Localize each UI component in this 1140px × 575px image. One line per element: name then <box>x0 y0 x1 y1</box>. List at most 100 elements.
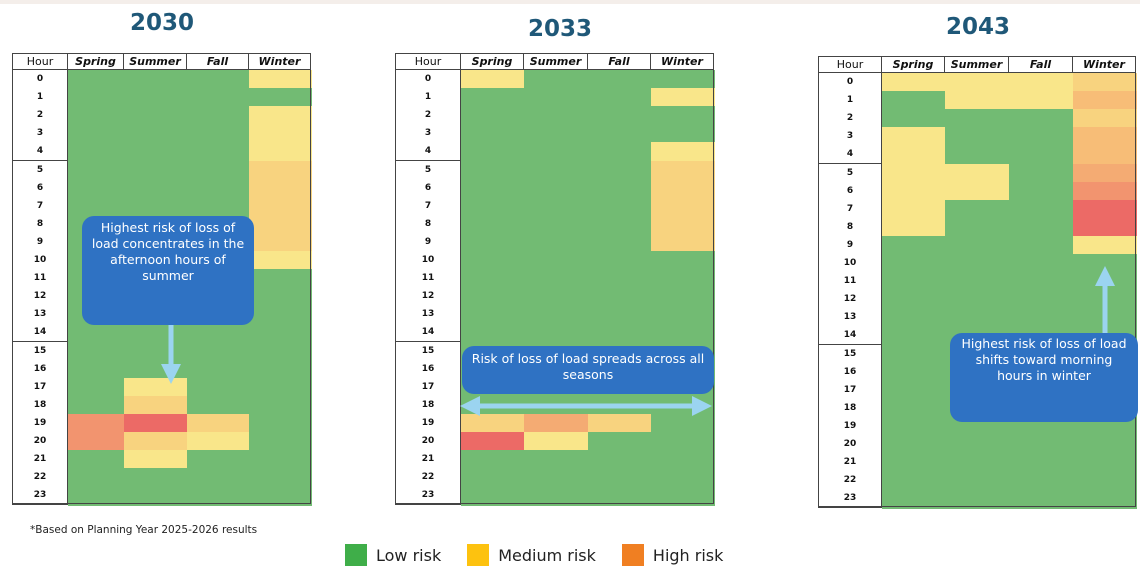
table-row: 2 <box>818 109 1137 129</box>
table-row: 8 <box>818 217 1137 238</box>
risk-cell-winter <box>249 395 312 416</box>
risk-cell-spring <box>882 489 946 509</box>
column-header-hour: Hour <box>395 53 461 70</box>
legend-swatch-high <box>621 544 644 566</box>
risk-cell-summer <box>945 235 1010 256</box>
risk-cell-winter <box>651 88 715 108</box>
risk-cell-spring <box>882 308 946 328</box>
risk-cell-winter <box>651 160 715 180</box>
risk-cell-winter <box>651 287 715 307</box>
risk-cell-summer <box>945 290 1010 310</box>
risk-cell-winter <box>249 214 312 235</box>
risk-cell-spring <box>68 106 125 126</box>
risk-cell-summer <box>524 106 589 126</box>
column-header-spring: Spring <box>882 56 945 73</box>
risk-cell-summer <box>124 432 188 452</box>
risk-cell-spring <box>68 323 125 343</box>
risk-cell-spring <box>461 70 525 90</box>
risk-cell-spring <box>461 468 525 488</box>
risk-cell-fall <box>187 88 250 108</box>
legend-label-high: High risk <box>652 545 724 565</box>
table-row: 10 <box>395 251 715 271</box>
risk-cell-fall <box>1009 453 1074 473</box>
risk-cell-spring <box>68 432 125 452</box>
risk-cell-spring <box>68 70 125 90</box>
risk-cell-fall <box>187 450 250 470</box>
risk-cell-fall <box>1009 91 1074 111</box>
risk-cell-winter <box>651 251 715 271</box>
risk-cell-winter <box>1073 181 1137 202</box>
risk-cell-spring <box>461 88 525 108</box>
risk-cell-summer <box>945 453 1010 473</box>
risk-cell-spring <box>461 305 525 325</box>
risk-cell-winter <box>249 323 312 343</box>
table-row: 1 <box>395 88 715 108</box>
risk-cell-winter <box>1073 471 1137 491</box>
risk-cell-fall <box>187 468 250 488</box>
risk-cell-spring <box>68 124 125 144</box>
table-row: 14 <box>395 323 715 343</box>
risk-cell-winter <box>249 70 312 90</box>
risk-cell-summer <box>945 199 1010 220</box>
risk-cell-fall <box>187 432 250 452</box>
risk-cell-fall <box>588 486 652 506</box>
risk-cell-spring <box>461 178 525 199</box>
risk-cell-fall <box>187 106 250 126</box>
risk-cell-summer <box>945 217 1010 238</box>
risk-cell-winter <box>249 287 312 307</box>
legend-label-low: Low risk <box>376 545 442 565</box>
risk-cell-spring <box>68 196 125 217</box>
risk-cell-fall <box>588 124 652 144</box>
table-row: 4 <box>12 142 312 162</box>
risk-cell-summer <box>945 471 1010 491</box>
risk-cell-summer <box>524 214 589 235</box>
risk-cell-spring <box>882 91 946 111</box>
risk-cell-spring <box>882 435 946 455</box>
risk-cell-spring <box>882 163 946 183</box>
risk-cell-fall <box>1009 308 1074 328</box>
risk-cell-winter <box>249 432 312 452</box>
risk-cell-fall <box>187 359 250 380</box>
risk-cell-summer <box>945 145 1010 165</box>
risk-cell-fall <box>588 214 652 235</box>
risk-cell-winter <box>249 124 312 144</box>
heatmap-2033: Hour Spring Summer Fall Winter 0 1 2 3 4 5 6 7 8 9 10 11… <box>395 53 715 506</box>
table-row: 2 <box>12 106 312 126</box>
risk-cell-fall <box>1009 145 1074 165</box>
table-row: 7 <box>395 196 715 217</box>
risk-cell-summer <box>524 160 589 180</box>
risk-cell-summer <box>524 232 589 253</box>
risk-cell-spring <box>882 471 946 491</box>
risk-cell-summer <box>524 486 589 506</box>
risk-cell-summer <box>945 254 1010 274</box>
risk-cell-winter <box>651 468 715 488</box>
risk-cell-summer <box>124 413 188 434</box>
risk-cell-fall <box>187 142 250 162</box>
risk-cell-fall <box>588 269 652 289</box>
risk-cell-spring <box>882 254 946 274</box>
risk-cell-winter <box>1073 199 1137 220</box>
table-row: 22 <box>12 468 312 488</box>
risk-cell-winter <box>249 413 312 434</box>
risk-cell-spring <box>461 486 525 506</box>
footnote: *Based on Planning Year 2025-2026 result… <box>30 524 258 536</box>
risk-cell-spring <box>882 73 946 93</box>
legend-swatch-medium <box>467 544 490 566</box>
risk-cell-spring <box>882 290 946 310</box>
table-row: 23 <box>12 486 312 506</box>
table-row: 22 <box>818 471 1137 491</box>
table-row: 3 <box>12 124 312 144</box>
risk-cell-spring <box>461 124 525 144</box>
risk-cell-winter <box>249 160 312 180</box>
risk-cell-spring <box>68 395 125 416</box>
risk-cell-fall <box>588 413 652 434</box>
risk-cell-spring <box>461 160 525 180</box>
risk-cell-winter <box>651 214 715 235</box>
risk-cell-winter <box>249 305 312 325</box>
risk-cell-spring <box>461 214 525 235</box>
legend-item-high: High risk <box>621 544 724 566</box>
risk-cell-summer <box>945 91 1010 111</box>
risk-cell-spring <box>461 251 525 271</box>
risk-cell-winter <box>651 196 715 217</box>
